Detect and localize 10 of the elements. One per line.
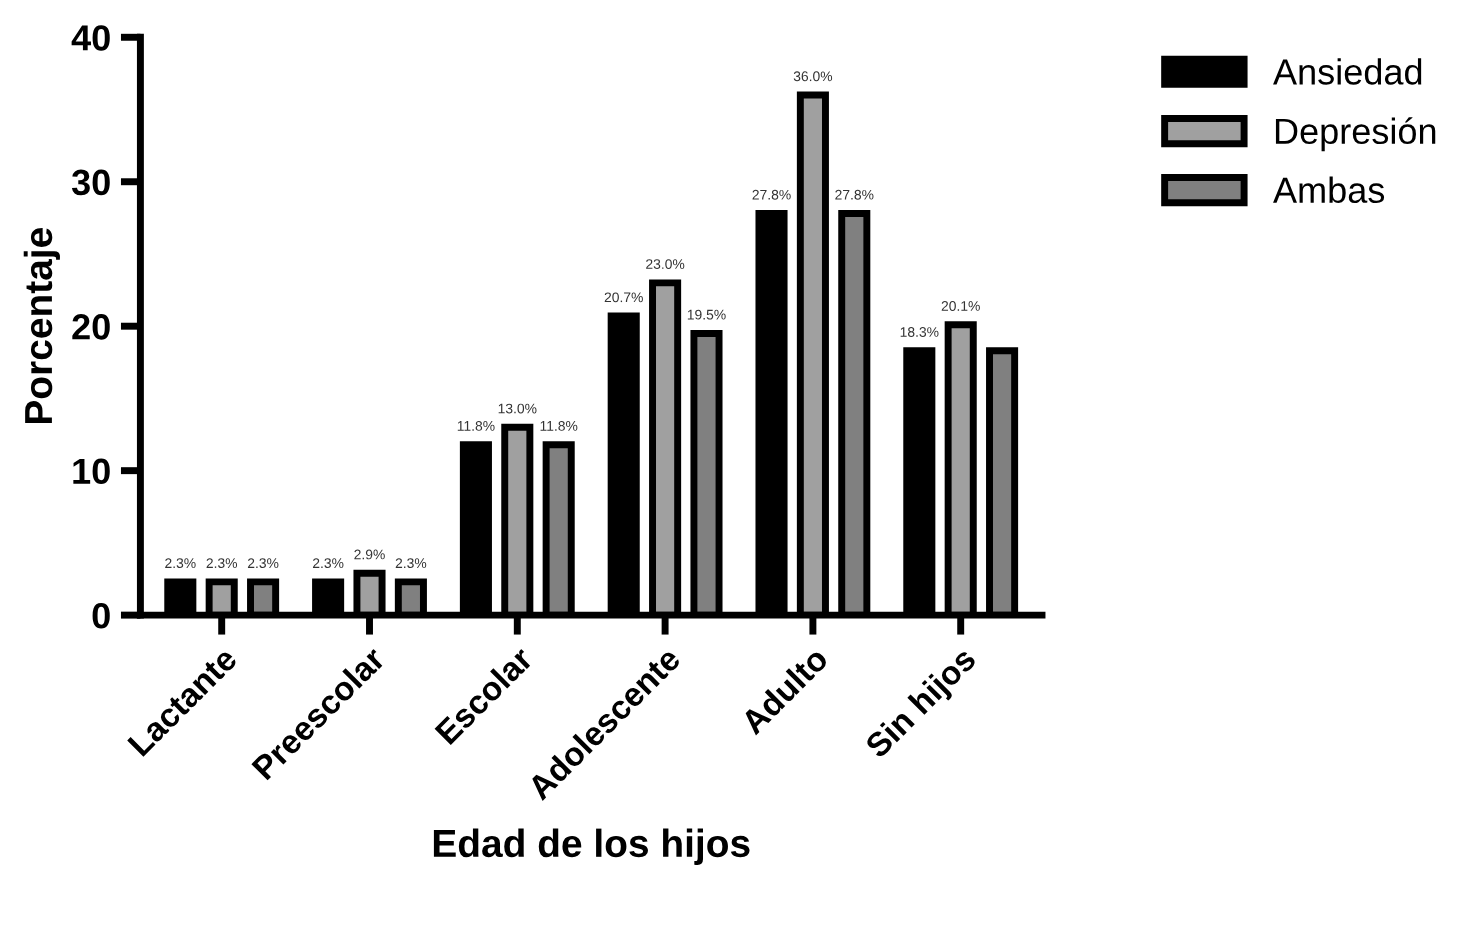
y-tick-label: 0 <box>92 602 110 629</box>
y-tick-label: 10 <box>73 458 110 485</box>
y-tick-label: 30 <box>71 169 110 196</box>
y-tick-label: 20 <box>72 314 110 340</box>
legend-label: Ansiedad <box>1273 58 1422 85</box>
legend-label: Depresión <box>1275 117 1436 152</box>
y-axis-title: Porcentaje <box>23 228 60 424</box>
y-tick-label: 40 <box>71 25 110 51</box>
x-axis-title: Edad de los hijos <box>433 828 750 865</box>
legend-label: Ambas <box>1273 176 1385 204</box>
